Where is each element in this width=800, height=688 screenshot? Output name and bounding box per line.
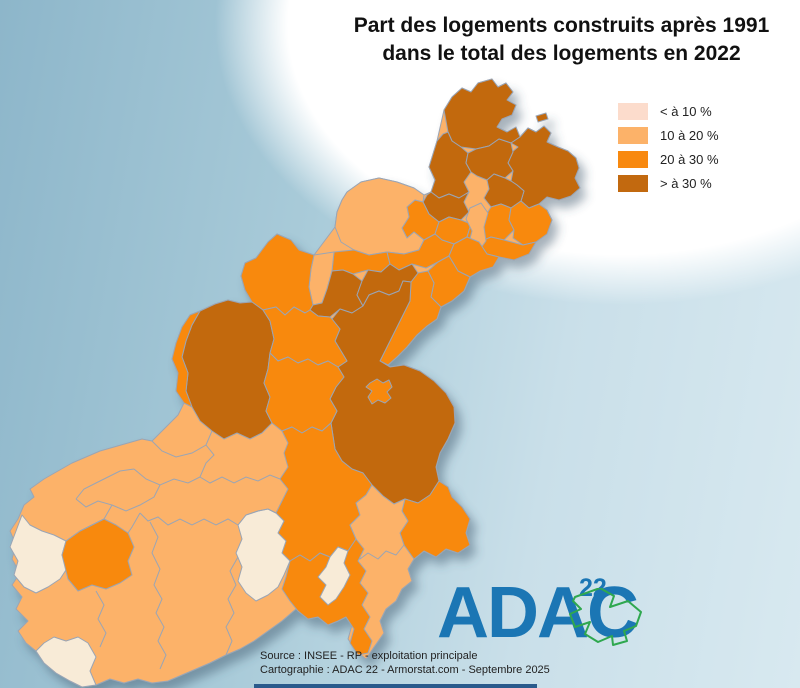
adac-logo-outline-icon (569, 588, 642, 646)
legend-label: 10 à 20 % (660, 128, 719, 143)
commune-boundary-line (199, 474, 281, 484)
commune-polygon (334, 177, 425, 256)
legend-item: 20 à 30 % (618, 151, 719, 168)
commune-polygon (465, 138, 514, 181)
commune-polygon (9, 514, 69, 594)
commune-boundary-line (225, 556, 239, 656)
source-line1: Source : INSEE - RP - exploitation princ… (260, 650, 478, 662)
source-credits: Source : INSEE - RP - exploitation princ… (260, 650, 550, 677)
commune-boundary-line (149, 521, 167, 670)
adac-logo: ADAC 22 (437, 573, 657, 672)
map-title-line1: Part des logements construits après 1991 (353, 14, 770, 37)
legend-color-swatch (618, 127, 648, 144)
map-title: Part des logements construits après 1991… (339, 12, 784, 68)
commune-polygon (263, 352, 345, 434)
commune-polygon (35, 636, 97, 688)
adac-logo-superscript: 22 (579, 574, 607, 602)
map-title-line2: dans le total des logements en 2022 (382, 42, 741, 65)
commune-polygon (171, 310, 201, 408)
island-polygon (535, 112, 549, 123)
commune-boundary-line (139, 508, 277, 526)
commune-boundary-line (75, 468, 135, 500)
legend-label: > à 30 % (660, 176, 712, 191)
legend-item: > à 30 % (618, 175, 719, 192)
legend-color-swatch (618, 151, 648, 168)
legend-item: < à 10 % (618, 103, 719, 120)
commune-boundary-line (127, 512, 141, 534)
commune-boundary-line (111, 484, 161, 512)
commune-boundary-line (151, 430, 213, 458)
commune-polygon (317, 546, 351, 606)
footer-bar (254, 684, 537, 688)
commune-boundary-line (133, 444, 215, 486)
commune-boundary-line (95, 590, 107, 648)
adac-logo-text: ADAC (437, 573, 639, 653)
commune-boundary-line (65, 498, 113, 542)
legend-color-swatch (618, 175, 648, 192)
commune-polygon (443, 78, 521, 150)
source-line2: Cartographie : ADAC 22 - Armorstat.com -… (260, 663, 550, 676)
commune-polygon (508, 200, 553, 246)
legend: < à 10 % 10 à 20 % 20 à 30 % > à 30 % (618, 103, 719, 199)
commune-polygon (365, 378, 393, 405)
legend-item: 10 à 20 % (618, 127, 719, 144)
legend-color-swatch (618, 103, 648, 120)
legend-label: < à 10 % (660, 104, 712, 119)
legend-label: 20 à 30 % (660, 152, 719, 167)
